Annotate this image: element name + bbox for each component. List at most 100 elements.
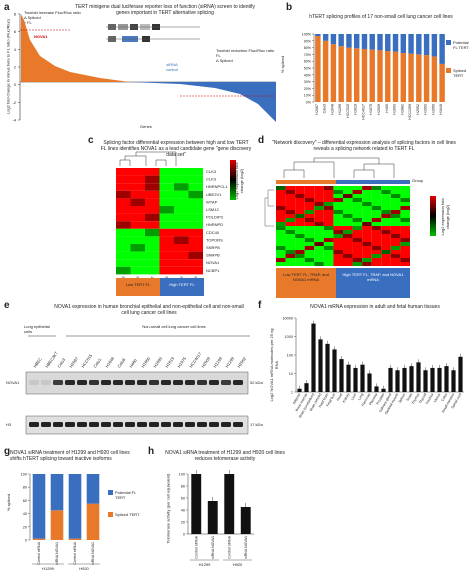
d-heatmap-cell: [276, 194, 286, 198]
d-heatmap-cell: [323, 230, 334, 234]
nova1-band: [89, 380, 99, 385]
panel-c-heatmap: CLK3 CLK3 HNRNPCL1 UBE2V1 WTAP LSM12 POLDIP3 HN…: [116, 151, 228, 296]
d-heatmap-cell: [314, 202, 324, 206]
h3-band: [173, 422, 183, 427]
d-heatmap-cell: [352, 250, 363, 254]
d-heatmap-cell: [314, 234, 324, 238]
h-bar: [207, 501, 218, 534]
panel-h-chart: 100 80 60 40 20 0 Control siRNA siRNA NOVA1 Con…: [179, 470, 254, 567]
c-heatmap-cell: [174, 236, 189, 244]
f-bar: [325, 343, 330, 392]
panel-d-dendrogram: [283, 157, 395, 178]
d-heatmap-cell: [400, 186, 410, 190]
g-xtick-label: siRNA NOVA1: [91, 542, 95, 565]
f-bar: [332, 349, 337, 392]
panel-b-legend: Potential FL TERT Spliced TERT: [446, 40, 474, 78]
nova1-marker: NOVA1: [34, 34, 48, 39]
b-ytick-label: 70%: [304, 53, 312, 57]
d-heatmap-cell: [390, 186, 401, 190]
g-xtick-label: siRNA NOVA1: [55, 542, 59, 565]
c-gene-label: HNRNPCL1: [206, 184, 228, 189]
d-heatmap-cell: [400, 262, 410, 266]
d-heatmap-cell: [352, 242, 363, 246]
c-heatmap-cell: [116, 251, 131, 260]
c-heatmap-cell: [174, 244, 189, 252]
d-heatmap-cell: [371, 206, 382, 210]
panel-f-label: f: [258, 300, 262, 311]
legend-spliced-label: Spliced TERT: [453, 68, 467, 78]
d-heatmap-cell: [362, 186, 372, 190]
d-heatmap-cell: [304, 238, 315, 242]
d-heatmap-cell: [276, 246, 286, 250]
b-xtick-label: H1648: [439, 104, 443, 115]
h3-band: [137, 422, 147, 427]
b-bar-fl: [361, 34, 368, 49]
panel-a-left-note: Twofold increase Fluc/Rluc ratio Δ Splic…: [24, 10, 81, 25]
c-heatmap-cell: [159, 244, 174, 252]
panel-a-title: TERT minigene dual luciferase reporter l…: [75, 4, 255, 16]
c-heatmap-cell: [188, 213, 203, 222]
d-heatmap-cell: [343, 214, 353, 218]
b-xtick-label: H1975: [369, 104, 373, 115]
c-heatmap-cell: [130, 175, 145, 184]
c-heatmap-cell: [116, 183, 131, 191]
d-heatmap-cell: [343, 242, 353, 246]
d-heatmap-cell: [333, 250, 343, 254]
panel-a-increase-area: [21, 14, 130, 82]
d-heatmap-cell: [314, 242, 324, 246]
b-bar-spliced: [408, 53, 414, 102]
h3-band: [41, 422, 51, 427]
c-heatmap-cell: [130, 228, 145, 237]
c-gene-label: TOPORS: [206, 237, 223, 242]
g-bar-spliced: [68, 538, 82, 540]
f-bar: [437, 367, 442, 392]
c-gene-label: WTAP: [206, 199, 218, 204]
c-heatmap-cell: [145, 266, 160, 275]
d-heatmap-cell: [343, 190, 353, 194]
d-heatmap-cell: [362, 250, 372, 254]
c-heatmap-cell: [145, 244, 160, 252]
d-heatmap-cell: [371, 190, 382, 194]
d-heatmap-cell: [333, 230, 343, 234]
c-heatmap-cell: [159, 183, 174, 191]
d-heatmap-cell: [276, 258, 286, 262]
e-lane-label: H2052: [236, 355, 247, 368]
d-heatmap-cell: [276, 254, 286, 258]
d-heatmap-cell: [390, 202, 401, 206]
d-heatmap-cell: [371, 242, 382, 246]
e-lane-label: H2009: [200, 355, 211, 368]
h3-band: [89, 422, 99, 427]
d-heatmap-cell: [314, 246, 324, 250]
d-heatmap-cell: [381, 226, 391, 230]
d-heatmap-cell: [362, 194, 372, 198]
d-heatmap-cell: [276, 202, 286, 206]
b-ytick-label: 30%: [304, 80, 312, 84]
b-bar-spliced: [315, 36, 321, 102]
d-heatmap-cell: [285, 250, 296, 254]
g-ytick-label: 20: [23, 525, 27, 529]
c-gene-label: NCBP1: [206, 268, 220, 273]
h-xtick-label: siRNA NOVA1: [211, 536, 215, 559]
f-xtick-label: Lung: [357, 392, 364, 401]
b-bar-spliced: [338, 46, 344, 102]
e-lane-label: H460: [128, 357, 138, 368]
d-heatmap-cell: [381, 194, 391, 198]
g-ytick-label: 80: [23, 486, 27, 490]
b-bar-spliced: [400, 53, 407, 102]
d-heatmap-cell: [390, 210, 401, 214]
f-bar: [311, 323, 316, 392]
legend-g-swatch-fl: [108, 490, 113, 495]
b-ytick-label: 50%: [304, 67, 312, 71]
d-heatmap-cell: [371, 218, 382, 222]
d-heatmap-cell: [323, 190, 334, 194]
sirna-control-marker: siRNA control: [165, 62, 178, 72]
c-heatmap-cell: [116, 221, 131, 229]
b-bar-fl: [346, 34, 352, 48]
panel-g-label: g: [4, 446, 11, 457]
d-heatmap-cell: [323, 222, 334, 226]
panel-d-title: "Network discovery" – differential expre…: [272, 140, 456, 152]
d-heatmap-cell: [343, 186, 353, 190]
d-heatmap-cell: [352, 226, 363, 230]
legend-swatch-spliced: [446, 68, 451, 73]
h-ytick-label: 80: [181, 485, 185, 489]
